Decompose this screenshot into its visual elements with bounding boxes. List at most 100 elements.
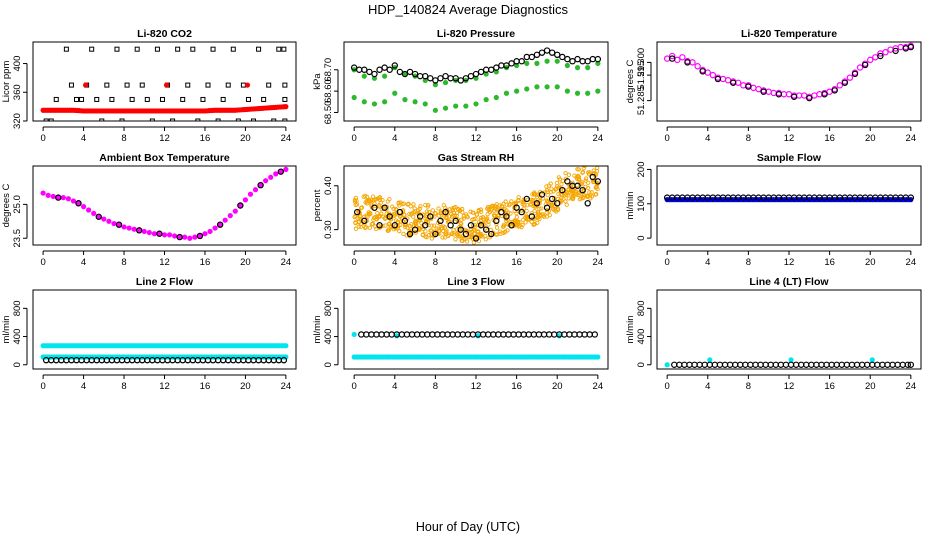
series-0-point — [202, 231, 208, 237]
series-0-point — [79, 96, 85, 102]
series-0-point — [694, 63, 701, 70]
series-layer — [663, 194, 915, 203]
series-0-mark — [454, 213, 459, 218]
x-tick-label: 8 — [746, 133, 751, 144]
plot-box — [656, 41, 922, 122]
series-1-point — [686, 361, 693, 368]
x-tick-label: 16 — [824, 133, 835, 144]
series-0-point — [230, 46, 236, 52]
series-1-point — [833, 361, 840, 368]
x-tick-label: 20 — [865, 133, 876, 144]
series-1-point — [277, 168, 285, 175]
series-1-point — [696, 361, 703, 368]
series-0-mark — [581, 166, 586, 171]
series-0-point — [172, 233, 178, 239]
y-tick-label: 800 — [636, 300, 647, 316]
series-0-mark — [354, 198, 359, 204]
panel-title: Li-820 CO2 — [137, 28, 192, 40]
series-0-point — [55, 195, 61, 201]
series-0-mark — [429, 228, 434, 233]
series-1-point — [775, 91, 783, 98]
series-0-mark — [356, 224, 361, 229]
series-0-mark — [405, 202, 411, 207]
x-tick-label: 4 — [81, 257, 86, 268]
series-1-point — [861, 61, 869, 69]
x-tick-label: 24 — [906, 133, 917, 144]
series-1-point — [782, 361, 790, 368]
x-tick-label: 20 — [552, 133, 563, 144]
series-0-mark — [431, 223, 437, 228]
series-1-point — [412, 99, 418, 105]
series-0-point — [534, 60, 540, 66]
x-tick-label: 0 — [352, 381, 357, 392]
series-0-mark — [417, 206, 422, 211]
series-0-point — [111, 220, 117, 227]
x-tick-label: 12 — [471, 381, 482, 392]
series-1-point — [848, 361, 856, 368]
series-2-point — [586, 331, 593, 338]
series-0-point — [473, 75, 479, 81]
x-tick-label: 24 — [281, 381, 292, 392]
series-2-point — [493, 64, 500, 71]
series-0-point — [75, 200, 82, 206]
y-axis-label: degrees C — [625, 59, 636, 103]
series-1-point — [584, 200, 591, 207]
series-0-point — [170, 118, 176, 121]
series-0-point — [146, 229, 152, 236]
series-0-point — [50, 193, 56, 200]
series-1-point — [432, 230, 439, 238]
series-0-point — [195, 118, 201, 121]
series-0-point — [182, 234, 188, 240]
series-0-mark — [593, 171, 599, 177]
series-1-point — [742, 361, 749, 368]
x-tick-label: 20 — [552, 381, 563, 392]
series-0-mark — [429, 236, 435, 241]
y-axis-label: ml/min — [625, 316, 636, 344]
x-tick-label: 16 — [200, 257, 211, 268]
series-0-mark — [558, 189, 563, 194]
series-2-point — [424, 331, 431, 338]
series-0-mark — [411, 202, 416, 207]
series-layer — [664, 357, 915, 368]
x-tick-label: 20 — [865, 381, 876, 392]
series-0-point — [869, 357, 875, 363]
series-2-point — [363, 331, 370, 338]
series-layer — [40, 166, 289, 241]
series-0-point — [116, 222, 122, 228]
series-0-mark — [576, 190, 582, 195]
series-0-mark — [500, 204, 505, 210]
series-0-point — [73, 96, 79, 102]
series-1-point — [684, 59, 691, 66]
series-0-mark — [436, 206, 441, 211]
x-tick-label: 4 — [392, 257, 397, 268]
series-0-mark — [430, 208, 435, 213]
y-tick-label: 400 — [12, 329, 23, 345]
series-2-point — [554, 51, 561, 59]
series-1-point — [747, 361, 754, 368]
series-0-mark — [461, 216, 466, 221]
plot-box — [343, 41, 609, 122]
series-0-point — [846, 74, 854, 81]
series-2-mark — [283, 104, 289, 110]
series-0-mark — [386, 222, 391, 227]
series-1-point — [396, 208, 404, 216]
series-0-point — [106, 218, 112, 224]
series-0-mark — [455, 231, 460, 236]
panel-title: Gas Stream RH — [438, 152, 514, 164]
series-0-point — [45, 192, 51, 198]
series-1-point — [595, 88, 601, 94]
series-0-mark — [370, 221, 376, 226]
series-1-point — [55, 194, 62, 201]
series-1-point — [381, 204, 388, 211]
series-2-point — [538, 49, 546, 56]
series-0-mark — [283, 343, 289, 349]
series-1-point — [892, 47, 899, 55]
series-0-mark — [549, 186, 554, 191]
series-layer — [40, 46, 289, 121]
series-1-point — [488, 230, 495, 238]
series-0-point — [897, 43, 904, 51]
series-1-point — [579, 186, 586, 194]
series-0-point — [867, 56, 874, 64]
x-tick-label: 12 — [784, 257, 795, 268]
